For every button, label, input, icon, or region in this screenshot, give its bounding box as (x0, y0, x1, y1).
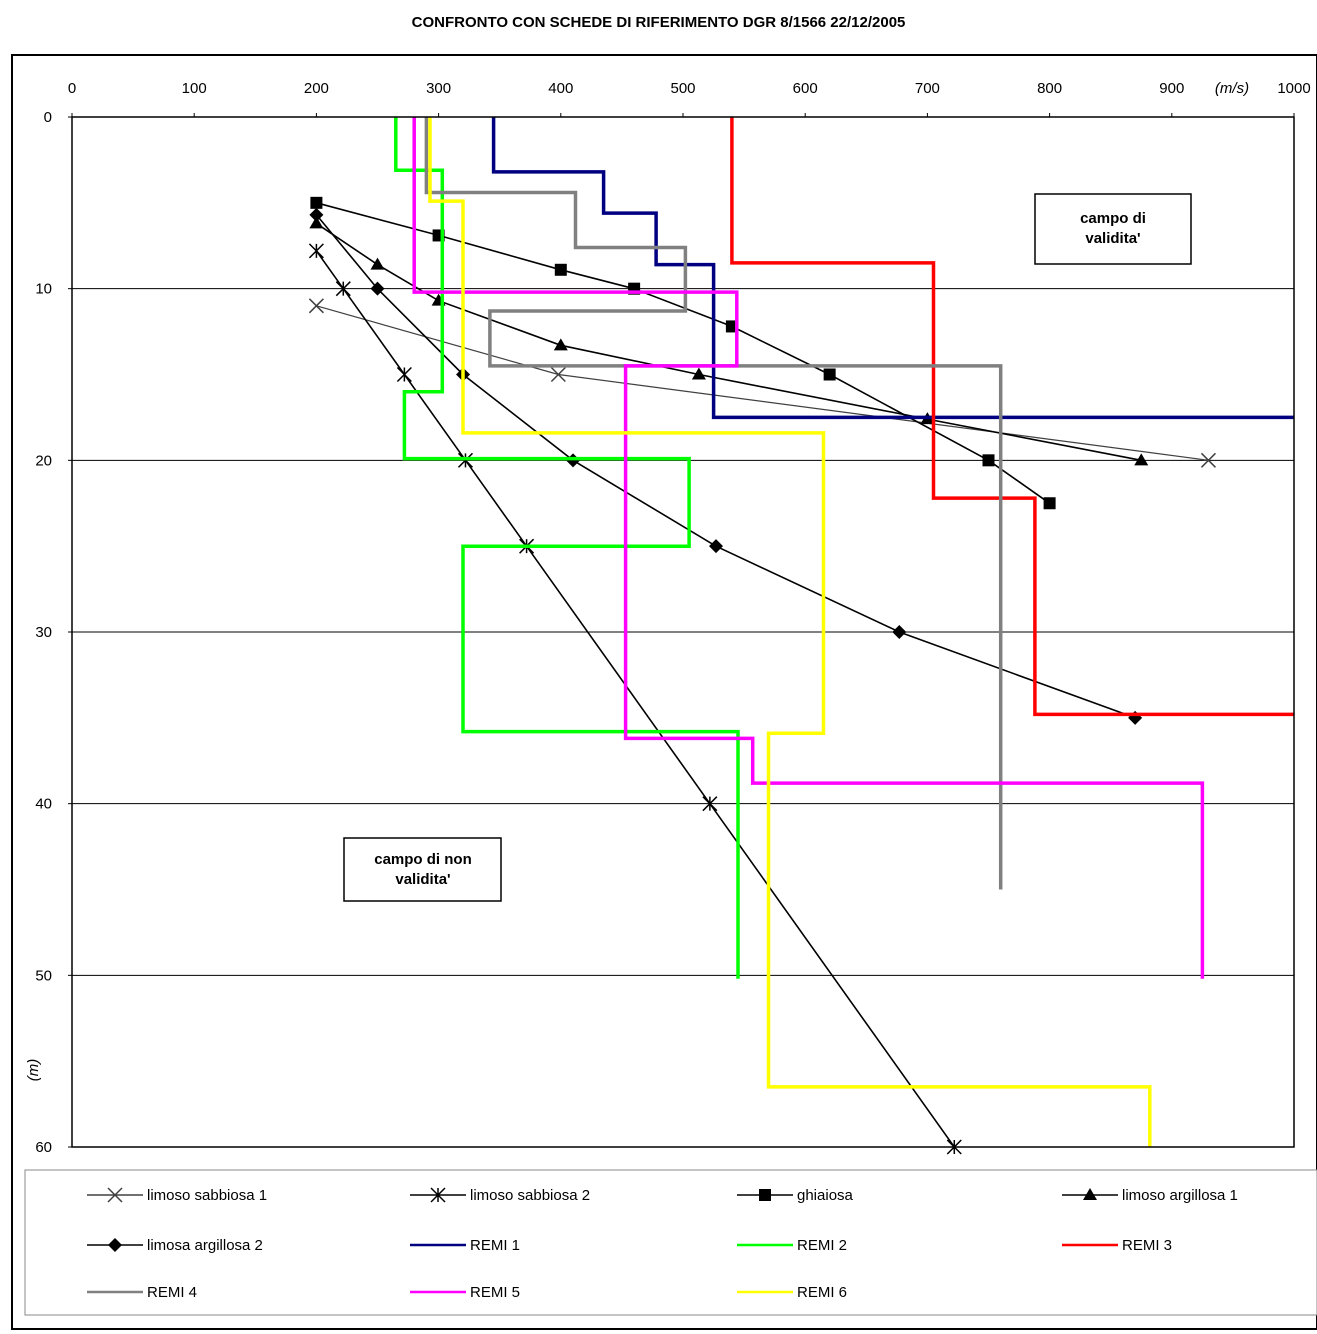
series-line-ghiaiosa (316, 202, 1051, 504)
legend-marker (1083, 1188, 1097, 1200)
legend-item-limosa-argillosa-2: limosa argillosa 2 (87, 1237, 263, 1254)
annotation-valid-box (1034, 193, 1192, 265)
x-tick-label: 0 (68, 80, 76, 97)
data-point (309, 216, 324, 229)
legend-label: REMI 6 (797, 1284, 847, 1301)
legend-label: limoso argillosa 1 (1122, 1187, 1238, 1204)
data-point (982, 454, 995, 467)
plot-border (71, 116, 1295, 1148)
series-line-remi-4 (424, 117, 1003, 890)
x-tick-label: 700 (915, 80, 940, 97)
legend-label: REMI 1 (470, 1237, 520, 1254)
legend: limoso sabbiosa 1 limoso sabbiosa 2 ghiaio… (24, 1169, 1317, 1316)
data-point (396, 366, 412, 383)
data-point (823, 368, 836, 381)
x-tick-label: 1000 (1277, 80, 1310, 97)
series-remi-6 (428, 117, 1152, 1147)
legend-item-limoso-argillosa-1: limoso argillosa 1 (1062, 1187, 1238, 1204)
x-tick-label: 200 (304, 80, 329, 97)
legend-label: REMI 3 (1122, 1237, 1172, 1254)
x-tick-label: 300 (426, 80, 451, 97)
legend-box (24, 1169, 1317, 1316)
legend-marker (108, 1238, 122, 1252)
data-point (370, 281, 385, 296)
annotation-invalid: campo di non validita' (343, 837, 502, 902)
data-point (1043, 497, 1056, 510)
legend-item-remi-1: REMI 1 (410, 1237, 520, 1254)
data-point (691, 367, 706, 380)
x-tick-label: 500 (670, 80, 695, 97)
data-point (370, 257, 385, 270)
series-line-remi-2 (394, 117, 740, 979)
series-remi-3 (730, 117, 1294, 717)
data-point (1134, 453, 1149, 466)
series-remi-5 (412, 117, 1205, 979)
legend-item-remi-6: REMI 6 (737, 1284, 847, 1301)
legend-item-remi-2: REMI 2 (737, 1237, 847, 1254)
data-point (308, 243, 324, 259)
chart-area-border (11, 54, 1317, 1330)
legend-marker (430, 1187, 446, 1203)
y-tick-label: 10 (35, 281, 52, 298)
y-axis-unit-label: (m) (25, 1059, 42, 1082)
x-tick-label: 900 (1159, 80, 1184, 97)
legend-item-ghiaiosa: ghiaiosa (737, 1187, 854, 1204)
legend-marker (107, 1187, 123, 1203)
x-tick-label: 400 (548, 80, 573, 97)
data-point (308, 298, 324, 314)
legend-label: REMI 5 (470, 1284, 520, 1301)
y-axis-ticks: 0 10 20 30 40 50 60 (35, 109, 72, 1156)
chart-title: CONFRONTO CON SCHEDE DI RIFERIMENTO DGR … (411, 14, 906, 31)
annotation-valid-text: campo di validita' (1080, 210, 1146, 247)
data-point (554, 263, 567, 276)
x-tick-label: 600 (793, 80, 818, 97)
data-point (335, 281, 351, 297)
legend-item-limoso-sabbiosa-1: limoso sabbiosa 1 (87, 1187, 267, 1204)
data-point (892, 625, 907, 639)
series-line-remi-3 (730, 117, 1294, 717)
series-remi-2 (394, 117, 740, 979)
data-point (553, 338, 568, 351)
data-point (702, 796, 718, 812)
series-group (308, 117, 1294, 1155)
legend-label: REMI 4 (147, 1284, 197, 1301)
data-point (550, 366, 566, 383)
legend-marker (759, 1189, 771, 1201)
x-axis-unit-label: (m/s) (1215, 80, 1249, 97)
series-remi-4 (424, 117, 1003, 890)
data-point (708, 539, 723, 554)
data-point (309, 207, 324, 222)
series-ghiaiosa (310, 196, 1056, 510)
series-line-remi-5 (412, 117, 1205, 979)
y-tick-label: 0 (44, 109, 52, 126)
legend-label: REMI 2 (797, 1237, 847, 1254)
y-tick-label: 60 (35, 1139, 52, 1156)
y-tick-label: 30 (35, 624, 52, 641)
annotation-invalid-text: campo di non validita' (374, 851, 472, 888)
data-point (310, 196, 323, 209)
series-line-remi-6 (428, 117, 1152, 1147)
x-tick-label: 100 (182, 80, 207, 97)
data-point (1200, 452, 1216, 468)
legend-item-remi-4: REMI 4 (87, 1284, 197, 1301)
y-tick-label: 40 (35, 796, 52, 813)
x-tick-label: 800 (1037, 80, 1062, 97)
legend-label: limoso sabbiosa 2 (470, 1187, 590, 1204)
annotation-valid: campo di validita' (1034, 193, 1192, 265)
data-point (725, 320, 738, 333)
legend-label: limosa argillosa 2 (147, 1237, 263, 1254)
legend-item-limoso-sabbiosa-2: limoso sabbiosa 2 (410, 1187, 590, 1204)
y-tick-label: 20 (35, 452, 52, 469)
annotation-invalid-box (343, 837, 502, 902)
y-tick-label: 50 (35, 967, 52, 984)
legend-label: limoso sabbiosa 1 (147, 1187, 267, 1204)
legend-item-remi-5: REMI 5 (410, 1284, 520, 1301)
legend-label: ghiaiosa (797, 1187, 854, 1204)
legend-item-remi-3: REMI 3 (1062, 1237, 1172, 1254)
